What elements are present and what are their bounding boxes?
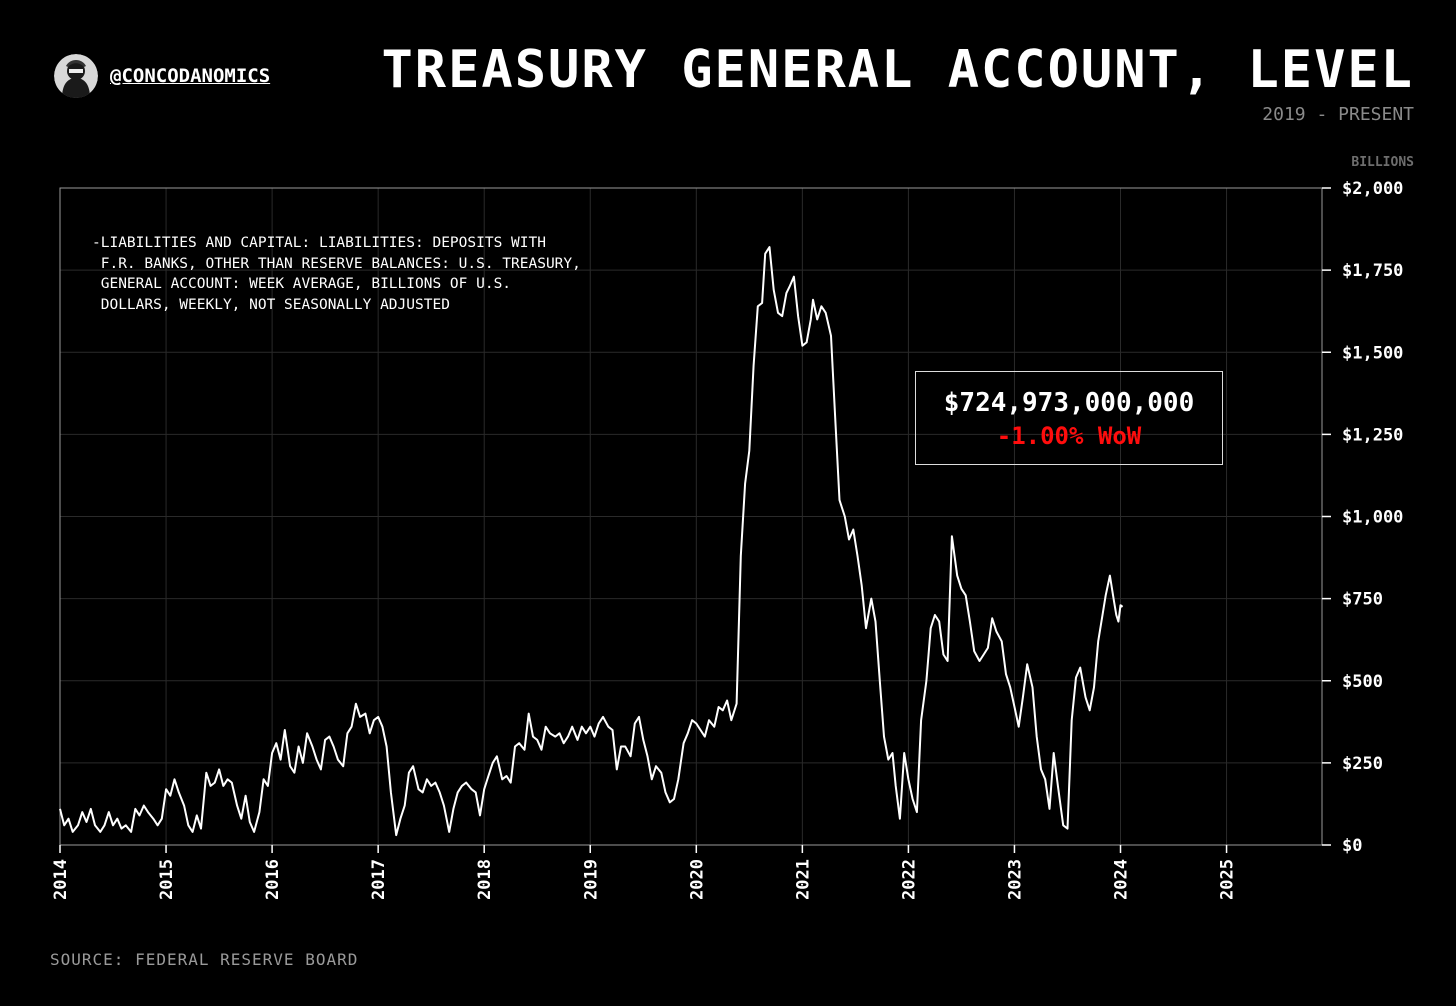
x-tick-label: 2014 bbox=[51, 859, 71, 900]
y-axis: $0 $250 $500 $750 $1,000 $1,250 $1,500 $1,750 $2… bbox=[1322, 179, 1403, 856]
x-tick-label: 2025 bbox=[1218, 859, 1238, 900]
x-tick-label: 2024 bbox=[1112, 859, 1132, 900]
x-tick-label: 2016 bbox=[263, 859, 283, 900]
latest-value: $724,973,000,000 bbox=[943, 388, 1195, 418]
x-tick-label: 2022 bbox=[899, 859, 919, 900]
y-tick-label: $2,000 bbox=[1342, 179, 1403, 199]
chart-title: TREASURY GENERAL ACCOUNT, LEVEL bbox=[381, 40, 1414, 100]
avatar-icon bbox=[54, 54, 98, 98]
x-tick-label: 2021 bbox=[793, 859, 813, 900]
legend-line: -LIABILITIES AND CAPITAL: LIABILITIES: D… bbox=[92, 235, 546, 251]
y-tick-label: $1,250 bbox=[1342, 425, 1403, 445]
legend-line: GENERAL ACCOUNT: WEEK AVERAGE, BILLIONS … bbox=[92, 276, 512, 292]
series-line-tga bbox=[59, 246, 1124, 837]
source-note: SOURCE: FEDERAL RESERVE BOARD bbox=[50, 950, 359, 969]
x-tick-label: 2018 bbox=[475, 859, 495, 900]
latest-value-callout: $724,973,000,000 -1.00% WoW bbox=[915, 371, 1223, 465]
x-tick-label: 2019 bbox=[581, 859, 601, 900]
brand: @CONCODANOMICS bbox=[54, 54, 270, 98]
x-tick-label: 2020 bbox=[687, 859, 707, 900]
x-tick-label: 2023 bbox=[1005, 859, 1025, 900]
x-axis: 2014 2015 2016 2017 2018 2019 2020 2021 2022 2023… bbox=[51, 845, 1238, 900]
x-tick-label: 2017 bbox=[369, 859, 389, 900]
y-tick-label: $500 bbox=[1342, 672, 1383, 692]
y-tick-label: $1,000 bbox=[1342, 508, 1403, 528]
units-label: BILLIONS bbox=[1351, 155, 1414, 170]
y-tick-label: $0 bbox=[1342, 836, 1362, 856]
author-handle[interactable]: @CONCODANOMICS bbox=[110, 65, 271, 87]
legend: -LIABILITIES AND CAPITAL: LIABILITIES: D… bbox=[92, 233, 652, 315]
legend-line: F.R. BANKS, OTHER THAN RESERVE BALANCES:… bbox=[92, 255, 581, 272]
weekly-change: -1.00% WoW bbox=[996, 422, 1142, 450]
y-tick-label: $1,750 bbox=[1342, 261, 1403, 281]
y-tick-label: $250 bbox=[1342, 754, 1383, 774]
y-tick-label: $1,500 bbox=[1342, 343, 1403, 363]
legend-line: DOLLARS, WEEKLY, NOT SEASONALLY ADJUSTED bbox=[92, 296, 450, 313]
chart-subtitle: 2019 - PRESENT bbox=[1262, 104, 1414, 125]
y-tick-label: $750 bbox=[1342, 590, 1383, 610]
x-tick-label: 2015 bbox=[157, 859, 177, 900]
